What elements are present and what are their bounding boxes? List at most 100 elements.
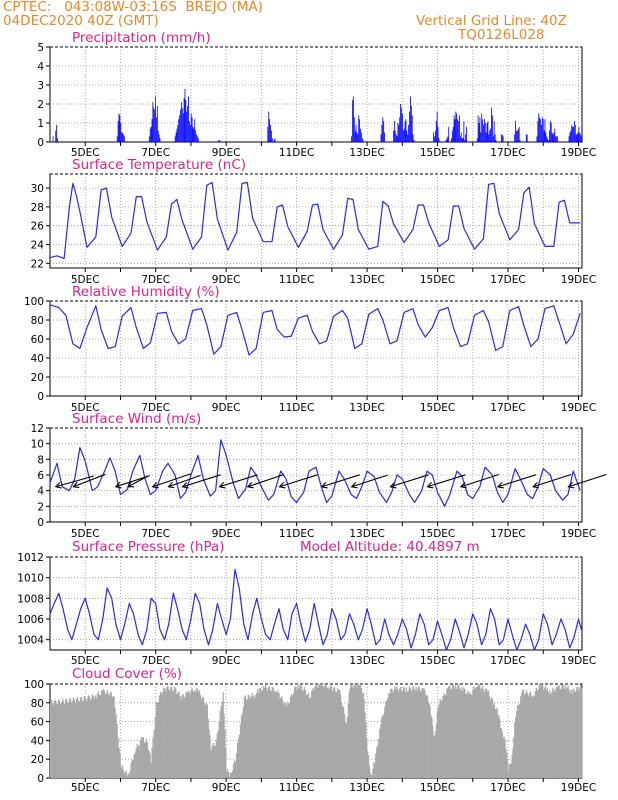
precip-bar <box>539 117 541 142</box>
cloud-bar <box>460 690 462 778</box>
cloud-bar <box>386 700 388 778</box>
cloud-bar <box>458 684 460 778</box>
cloud-bar <box>100 690 103 778</box>
cloud-bar <box>568 689 570 778</box>
precip-bar <box>459 115 460 142</box>
cloud-bar <box>423 688 425 778</box>
cloud-bar <box>392 692 394 778</box>
cloud-bar <box>145 738 148 778</box>
x-tick-label: 7DEC <box>141 782 170 794</box>
cloud-bar <box>162 692 164 778</box>
precip-bar <box>519 140 521 142</box>
precip-bar <box>541 124 542 142</box>
cloud-bar <box>529 691 532 778</box>
wind-arrow-shaft <box>532 473 572 488</box>
cloud-bar <box>74 702 77 778</box>
cloud-bar <box>505 748 507 778</box>
precip-bar <box>576 134 578 142</box>
y-tick-label: 100 <box>24 296 44 308</box>
precip-bar <box>360 128 361 142</box>
cloud-bar <box>334 687 336 778</box>
cloud-bar <box>123 773 125 778</box>
cloud-bar <box>78 701 81 778</box>
cloud-bar <box>581 687 583 778</box>
cloud-bar <box>484 688 487 778</box>
x-tick-label: 15DEC <box>420 402 455 414</box>
cloud-bar <box>183 697 185 778</box>
cloud-bar <box>377 745 379 778</box>
wind-arrow-shaft <box>321 474 360 488</box>
precip-bar <box>484 123 486 142</box>
precip-bar <box>434 130 436 142</box>
precip-bar <box>195 130 197 142</box>
cloud-bar <box>430 715 432 778</box>
cloud-bar <box>500 728 502 778</box>
cloud-bar <box>189 694 191 778</box>
precip-bar <box>122 132 123 142</box>
precip-bar <box>555 136 557 142</box>
cloud-bar <box>306 694 309 778</box>
cloud-bar <box>328 689 330 778</box>
cloud-bar <box>507 760 509 778</box>
cloud-bar <box>439 698 441 778</box>
cloud-bar <box>208 728 210 778</box>
cloud-bar <box>136 743 138 778</box>
cloud-bar <box>93 698 96 778</box>
precip-bar <box>55 130 57 142</box>
cloud-bar <box>548 693 550 778</box>
cloud-bar <box>141 736 143 778</box>
x-tick-label: 19DEC <box>561 274 596 286</box>
precip-bar <box>123 136 125 142</box>
cloud-bar <box>360 684 362 778</box>
cloud-bar <box>411 688 413 778</box>
cloud-bar <box>391 688 393 778</box>
cloud-bar <box>557 686 559 778</box>
cloud-bar <box>434 735 436 778</box>
cloud-bar <box>407 690 410 778</box>
cloud-bar <box>381 716 383 778</box>
precip-bar <box>457 119 459 142</box>
cloud-bar <box>288 703 290 778</box>
precip-bar <box>358 115 360 142</box>
cloud-bar <box>570 689 572 778</box>
panel-title: Precipitation (mm/h) <box>72 30 211 46</box>
cloud-bar <box>109 692 111 778</box>
x-tick-label: 15DEC <box>420 274 455 286</box>
cloud-bar <box>67 702 70 778</box>
precip-bar <box>482 119 483 142</box>
cloud-bar <box>482 685 484 778</box>
cloud-bar <box>314 686 316 778</box>
cloud-bar <box>193 691 195 778</box>
cloud-bar <box>316 685 318 778</box>
precip-bar <box>452 126 454 142</box>
cloud-bar <box>342 707 345 778</box>
precip-bar <box>152 102 154 142</box>
cloud-bar <box>298 688 300 778</box>
cloud-bar <box>442 696 444 778</box>
cloud-bar <box>435 723 437 778</box>
y-tick-label: 1008 <box>17 593 44 605</box>
cloud-bar <box>502 737 504 778</box>
x-tick-label: 11DEC <box>279 402 314 414</box>
precip-bar <box>356 132 358 142</box>
x-tick-label: 9DEC <box>212 528 241 540</box>
cloud-bar <box>279 698 281 778</box>
cloud-bar <box>322 686 324 778</box>
precip-bar <box>361 138 363 142</box>
precip-bar <box>409 111 410 142</box>
cloud-bar <box>77 700 80 778</box>
precip-bar <box>178 119 180 142</box>
cloud-bar <box>320 685 322 778</box>
wind-arrow-shaft <box>73 473 106 488</box>
cloud-bar <box>125 770 127 778</box>
x-tick-label: 7DEC <box>141 402 170 414</box>
precip-bar <box>525 134 527 142</box>
y-tick-label: 60 <box>31 717 44 729</box>
cloud-bar <box>147 749 149 778</box>
cloud-bar <box>233 760 236 778</box>
precip-bar <box>187 105 189 142</box>
plot-area <box>49 304 581 356</box>
cloud-bar <box>307 692 310 778</box>
cloud-bar <box>182 693 184 778</box>
precip-bar <box>56 124 58 142</box>
